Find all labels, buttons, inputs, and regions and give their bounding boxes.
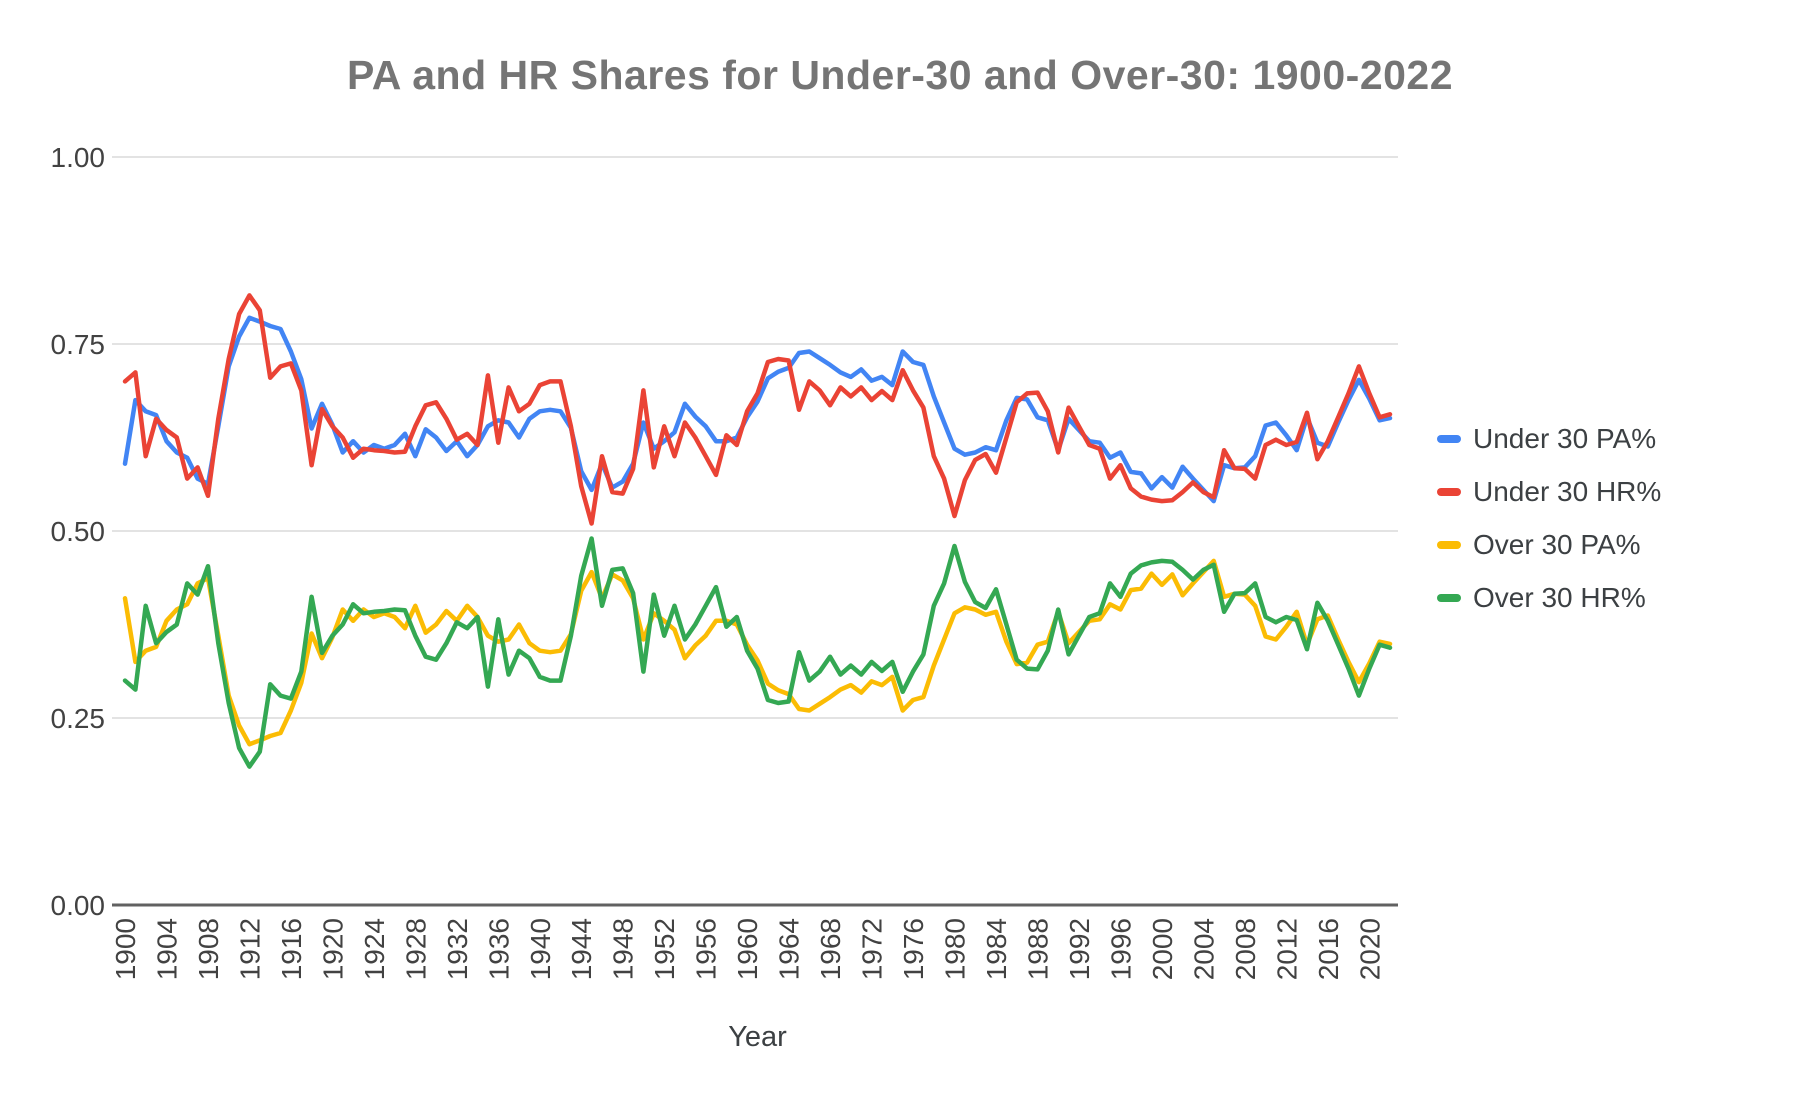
- legend-item-over-30-pa[interactable]: Over 30 PA%: [1437, 529, 1661, 560]
- legend-label: Over 30 HR%: [1473, 582, 1646, 613]
- x-tick-label: 1956: [691, 918, 722, 980]
- x-tick-label: 2012: [1271, 918, 1302, 980]
- x-tick-label: 2016: [1313, 918, 1344, 980]
- x-tick-label: 1944: [566, 918, 597, 980]
- legend-swatch-icon: [1437, 541, 1461, 549]
- y-tick-label: 0.00: [51, 890, 106, 921]
- series-line-under-30-hr[interactable]: [122, 293, 1393, 526]
- x-tick-label: 1912: [234, 918, 265, 980]
- y-tick-label: 0.50: [51, 516, 106, 547]
- legend: Under 30 PA% Under 30 HR% Over 30 PA% Ov…: [1437, 423, 1662, 613]
- x-tick-label: 2020: [1354, 918, 1385, 980]
- y-tick-label: 1.00: [51, 142, 106, 173]
- x-tick-label: 1916: [276, 918, 307, 980]
- y-tick-label: 0.25: [51, 703, 106, 734]
- x-tick-label: 1924: [359, 918, 390, 980]
- x-tick-label: 2000: [1147, 918, 1178, 980]
- y-tick-label: 0.75: [51, 329, 106, 360]
- x-tick-label: 2004: [1188, 918, 1219, 980]
- legend-label: Under 30 HR%: [1473, 476, 1662, 507]
- x-tick-label: 1972: [857, 918, 888, 980]
- x-tick-label: 1968: [815, 918, 846, 980]
- x-tick-label: 1940: [525, 918, 556, 980]
- x-tick-label: 1960: [732, 918, 763, 980]
- chart-title: PA and HR Shares for Under-30 and Over-3…: [346, 52, 1454, 98]
- legend-swatch-icon: [1437, 594, 1461, 602]
- x-tick-label: 1992: [1064, 918, 1095, 980]
- x-tick-label: 1964: [774, 918, 805, 980]
- x-tick-label: 1928: [400, 918, 431, 980]
- legend-item-under-30-hr[interactable]: Under 30 HR%: [1437, 476, 1662, 507]
- legend-item-over-30-hr[interactable]: Over 30 HR%: [1437, 582, 1661, 613]
- x-tick-label: 1996: [1105, 918, 1136, 980]
- x-tick-label: 1984: [981, 918, 1012, 980]
- x-tick-label: 1932: [442, 918, 473, 980]
- legend-item-under-30-pa[interactable]: Under 30 PA%: [1437, 423, 1661, 454]
- legend-swatch-icon: [1437, 488, 1461, 496]
- x-tick-label: 1900: [110, 918, 141, 980]
- legend-label: Over 30 PA%: [1473, 529, 1641, 560]
- x-axis-title: Year: [728, 1021, 787, 1053]
- legend-swatch-icon: [1437, 435, 1461, 443]
- series-line-under-30-pa[interactable]: [122, 315, 1393, 504]
- x-tick-label: 1980: [940, 918, 971, 980]
- x-tick-label: 1908: [193, 918, 224, 980]
- series-line-over-30-pa[interactable]: [122, 558, 1393, 747]
- x-tick-label: 1988: [1022, 918, 1053, 980]
- x-tick-label: 1948: [608, 918, 639, 980]
- x-tick-label: 2008: [1230, 918, 1261, 980]
- x-tick-label: 1936: [483, 918, 514, 980]
- x-tick-label: 1904: [151, 918, 182, 980]
- series-line-over-30-hr[interactable]: [122, 536, 1393, 769]
- x-tick-label: 1952: [649, 918, 680, 980]
- legend-label: Under 30 PA%: [1473, 423, 1657, 454]
- x-tick-label: 1920: [317, 918, 348, 980]
- x-tick-label: 1976: [898, 918, 929, 980]
